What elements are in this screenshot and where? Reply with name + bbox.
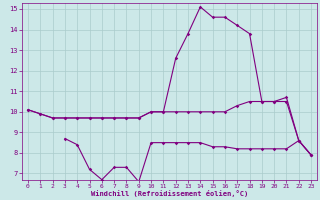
X-axis label: Windchill (Refroidissement éolien,°C): Windchill (Refroidissement éolien,°C) [91,190,248,197]
